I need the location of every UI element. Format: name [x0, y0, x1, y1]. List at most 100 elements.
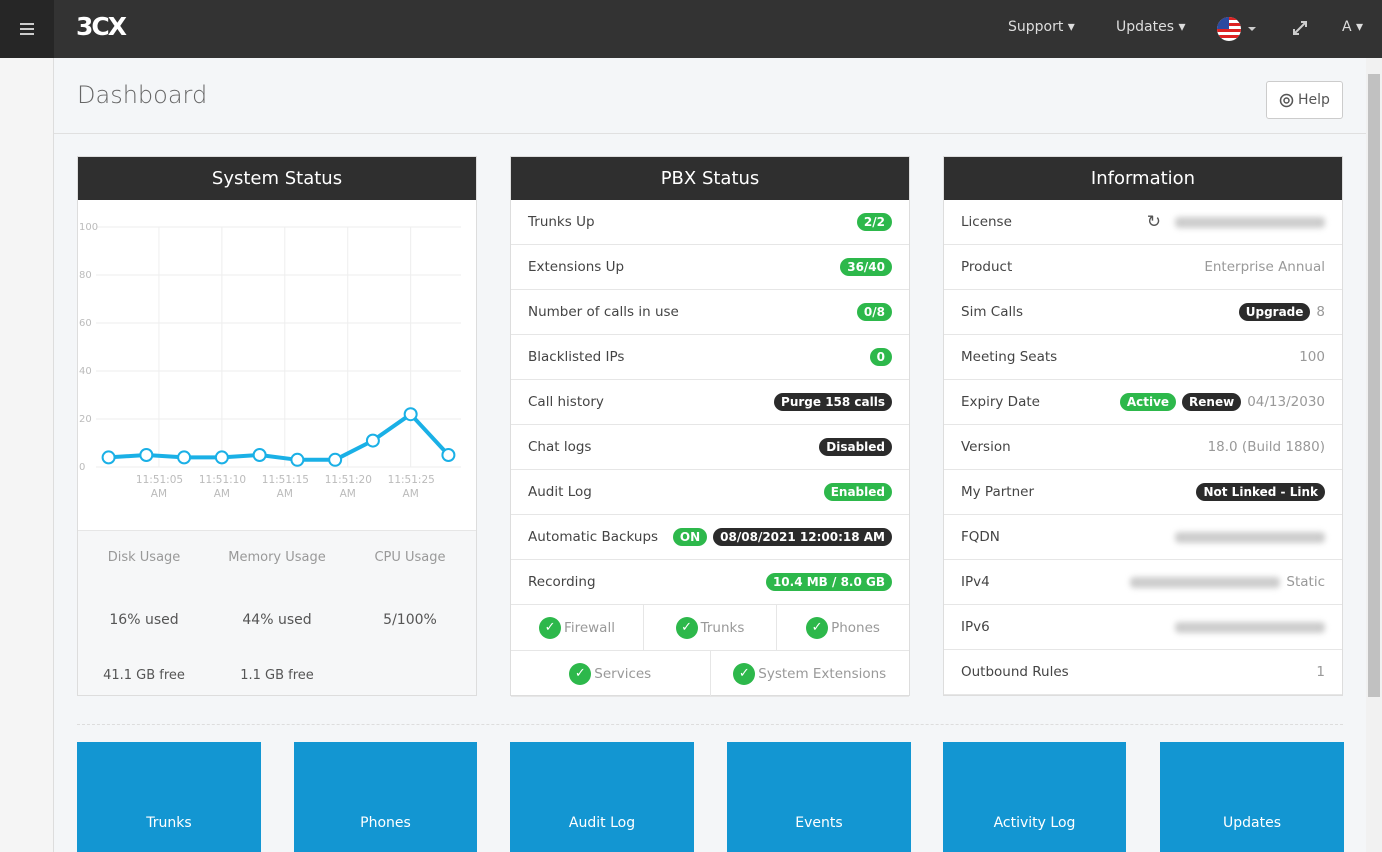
- check-label: Phones: [831, 619, 880, 636]
- system-status-panel: System Status 0 20 40 60 80 100 Disk Usage 16%…: [77, 156, 477, 696]
- decoration: [20, 28, 34, 30]
- status-row: Sim Calls Upgrade 8: [944, 290, 1342, 335]
- badge[interactable]: Upgrade: [1238, 303, 1311, 321]
- value: 18.0 (Build 1880): [1207, 439, 1325, 455]
- logo[interactable]: 3CX: [76, 12, 127, 41]
- badge[interactable]: Renew: [1182, 393, 1242, 411]
- sidebar: [0, 58, 54, 852]
- row-label: Expiry Date: [961, 394, 1040, 410]
- row-value: Disabled: [819, 438, 892, 456]
- data-point: [177, 450, 192, 465]
- status-row: My Partner Not Linked - Link: [944, 470, 1342, 515]
- tile-label: Updates: [1223, 815, 1281, 831]
- refresh-icon[interactable]: ↻: [1146, 212, 1161, 232]
- row-value: Static: [1130, 574, 1325, 590]
- blurred-value: [1175, 531, 1325, 543]
- row-value: 0/8: [856, 303, 892, 321]
- check-row: ✓ Services ✓ System Extensions: [511, 651, 909, 697]
- shortcut-tile[interactable]: Updates: [1160, 742, 1344, 852]
- row-label: Sim Calls: [961, 304, 1023, 320]
- row-label: My Partner: [961, 484, 1034, 500]
- status-row: Expiry Date Active Renew 04/13/2030: [944, 380, 1342, 425]
- row-value: 1: [1316, 664, 1325, 680]
- nav-support[interactable]: Support ▾: [1008, 19, 1075, 35]
- nav-updates[interactable]: Updates ▾: [1116, 19, 1186, 35]
- data-point: [290, 452, 305, 467]
- badge[interactable]: 08/08/2021 12:00:18 AM: [713, 528, 892, 546]
- tile-label: Activity Log: [993, 815, 1076, 831]
- row-label: IPv4: [961, 574, 990, 590]
- check-label: Firewall: [564, 619, 615, 636]
- status-row: Number of calls in use 0/8: [511, 290, 909, 335]
- nav-label: Updates: [1116, 19, 1174, 35]
- status-row: License ↻: [944, 200, 1342, 245]
- check-icon: ✓: [569, 662, 592, 685]
- fullscreen-icon[interactable]: [1292, 20, 1308, 36]
- badge: 10.4 MB / 8.0 GB: [765, 573, 892, 591]
- help-icon: [1279, 93, 1294, 107]
- row-value: 36/40: [840, 258, 892, 276]
- value: 100: [1299, 349, 1325, 365]
- data-line: [108, 412, 450, 462]
- gauge-detail: 1.1 GB free: [240, 668, 314, 683]
- row-label: Outbound Rules: [961, 664, 1069, 680]
- gauge-name: CPU Usage: [374, 550, 446, 565]
- cpu-chart: 0 20 40 60 80 100: [79, 222, 461, 473]
- shortcut-tile[interactable]: Trunks: [77, 742, 261, 852]
- row-label: FQDN: [961, 529, 1000, 545]
- data-point: [328, 452, 343, 467]
- check-icon: ✓: [675, 616, 698, 639]
- check-icon: ✓: [806, 616, 829, 639]
- value: 8: [1316, 304, 1325, 320]
- badge: 2/2: [856, 213, 892, 231]
- badge: 36/40: [840, 258, 892, 276]
- divider: [54, 133, 1366, 134]
- row-value: 18.0 (Build 1880): [1208, 439, 1325, 455]
- shortcut-tile[interactable]: Phones: [294, 742, 477, 852]
- blurred-value: [1130, 576, 1281, 588]
- divider: [77, 724, 1343, 725]
- shortcut-tile[interactable]: Activity Log: [943, 742, 1126, 852]
- status-row: IPv4 Static: [944, 560, 1342, 605]
- check-row: ✓ Firewall ✓ Trunks ✓ Phones: [511, 605, 909, 651]
- page-title: Dashboard: [77, 81, 208, 109]
- tile-label: Phones: [360, 815, 411, 831]
- status-row: IPv6: [944, 605, 1342, 650]
- badge[interactable]: Not Linked - Link: [1196, 483, 1325, 501]
- decoration: [1217, 35, 1241, 38]
- tile-label: Events: [795, 815, 843, 831]
- user-menu[interactable]: A ▾: [1342, 19, 1364, 35]
- badge[interactable]: Disabled: [819, 438, 892, 456]
- badge: Enabled: [823, 483, 892, 501]
- shortcut-tile[interactable]: Audit Log: [510, 742, 694, 852]
- check-icon: ✓: [539, 616, 562, 639]
- status-row: FQDN: [944, 515, 1342, 560]
- pbx-status-panel: PBX Status Trunks Up 2/2 Extensions Up 36/4…: [510, 156, 910, 697]
- y-tick-label: 100: [79, 222, 98, 233]
- y-tick-label: 40: [79, 366, 92, 377]
- top-bar: [0, 0, 1382, 58]
- language-flag[interactable]: [1216, 16, 1260, 44]
- help-button[interactable]: Help: [1266, 81, 1343, 119]
- badge[interactable]: Purge 158 calls: [774, 393, 892, 411]
- shortcut-tile[interactable]: Events: [727, 742, 911, 852]
- data-point: [441, 448, 456, 462]
- service-check: ✓ Firewall: [511, 605, 644, 650]
- scrollbar-thumb[interactable]: [1368, 74, 1380, 697]
- tile-label: Audit Log: [568, 815, 636, 831]
- panel-title: PBX Status: [511, 157, 909, 200]
- menu-button[interactable]: [0, 0, 54, 58]
- row-value: [1175, 531, 1325, 543]
- service-check: ✓ Phones: [777, 605, 909, 650]
- service-check: ✓ System Extensions: [711, 651, 910, 696]
- decoration: [1217, 17, 1229, 29]
- status-row: Automatic Backups ON 08/08/2021 12:00:18 A…: [511, 515, 909, 560]
- x-tick-label: 11:51:25 AM: [387, 474, 435, 500]
- row-value: Active Renew 04/13/2030: [1119, 393, 1325, 411]
- y-tick-label: 80: [79, 270, 92, 281]
- menu-icon: [20, 23, 34, 35]
- decoration: [1279, 93, 1294, 107]
- row-value: Not Linked - Link: [1196, 483, 1325, 501]
